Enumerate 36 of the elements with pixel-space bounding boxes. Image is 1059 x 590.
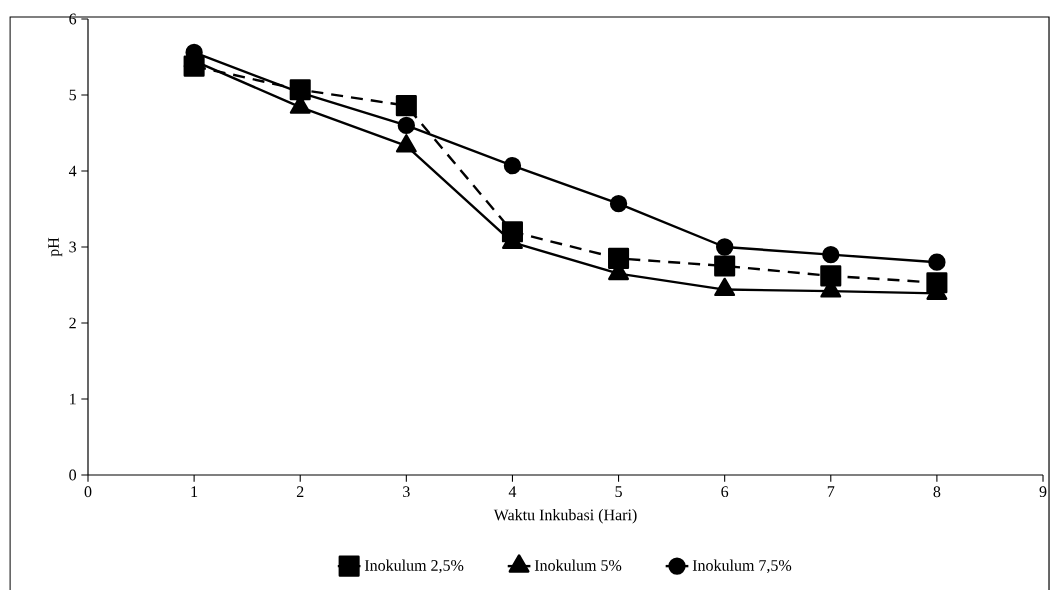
point [822,245,840,264]
point [608,247,630,269]
point [501,221,523,243]
legend-label: Inokulum 5% [534,559,622,571]
x-tick-label: 0 [84,486,92,498]
point [503,157,522,175]
point [397,116,415,135]
y-tick-label: 5 [69,89,77,101]
point [183,55,205,77]
point [714,255,736,277]
legend-label: Inokulum 7,5% [692,559,792,574]
x-tick-label: 5 [615,486,622,497]
point [289,79,311,101]
x-tick-label: 2 [296,486,304,497]
point [609,195,628,213]
x-tick-label: 6 [721,486,729,498]
point [716,238,734,256]
y-tick-label: 1 [70,393,76,405]
point [928,253,946,271]
point [395,95,417,117]
y-tick-label: 6 [69,13,77,25]
point [820,265,842,287]
y-tick-label: 4 [68,165,77,177]
x-tick-label: 7 [827,486,835,497]
x-tick-label: 1 [191,486,198,497]
point [926,272,948,294]
x-tick-label: 3 [403,486,410,498]
y-axis-title: pH [48,237,63,257]
y-tick-label: 2 [69,317,76,329]
y-tick-label: 3 [69,241,77,253]
x-tick-label: 4 [508,486,517,497]
x-axis-title: Waktu Inkubasi (Hari) [493,509,637,524]
legend-label: Inokulum 2,5% [364,559,464,574]
x-tick-label: 8 [933,486,941,498]
x-tick-label: 9 [1039,486,1047,498]
y-tick-label: 0 [69,469,77,481]
